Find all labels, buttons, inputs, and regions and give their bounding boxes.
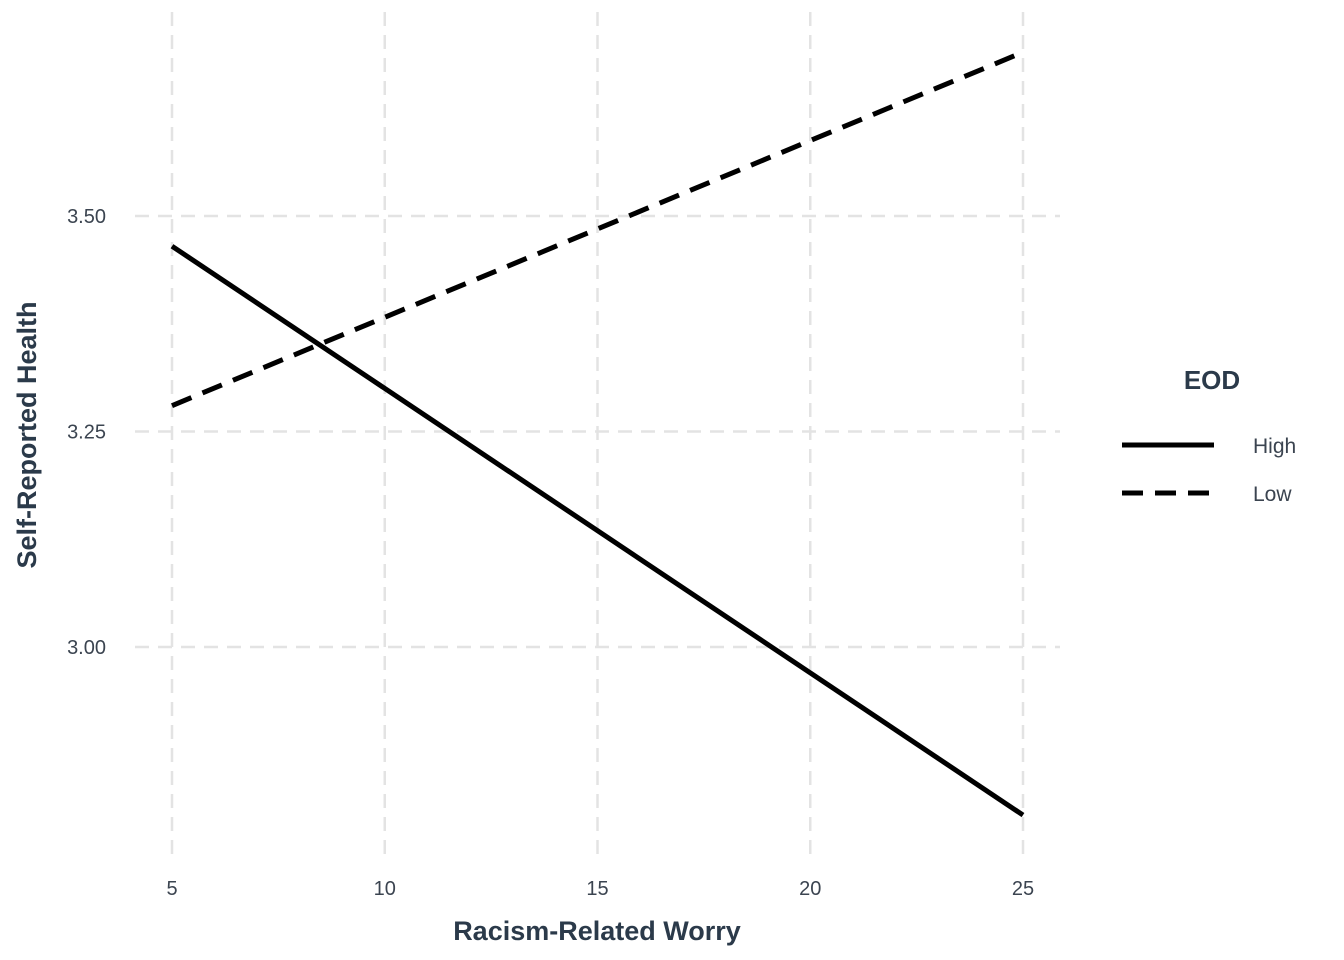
- legend-label-high: High: [1253, 435, 1296, 458]
- x-tick-label: 25: [1012, 878, 1034, 900]
- legend-label-low: Low: [1253, 483, 1292, 506]
- x-tick-label: 5: [166, 878, 177, 900]
- y-tick-label: 3.00: [67, 637, 106, 659]
- series-lines: [170, 49, 1025, 818]
- series-line-low: [171, 49, 1024, 408]
- x-axis-title: Racism-Related Worry: [453, 916, 741, 946]
- legend-title: EOD: [1184, 365, 1240, 395]
- grid-lines: [135, 12, 1060, 860]
- x-tick-label: 20: [799, 878, 821, 900]
- x-tick-label: 15: [586, 878, 608, 900]
- y-axis-title: Self-Reported Health: [12, 301, 42, 568]
- y-tick-label: 3.25: [67, 422, 106, 444]
- legend-items: High Low: [1122, 435, 1296, 506]
- tick-labels: 5 10 15 20 25 3.00 3.25 3.50: [67, 206, 1034, 900]
- x-tick-label: 10: [374, 878, 396, 900]
- y-tick-label: 3.50: [67, 206, 106, 228]
- series-line-high: [170, 244, 1025, 818]
- legend: EOD High Low: [1122, 365, 1296, 506]
